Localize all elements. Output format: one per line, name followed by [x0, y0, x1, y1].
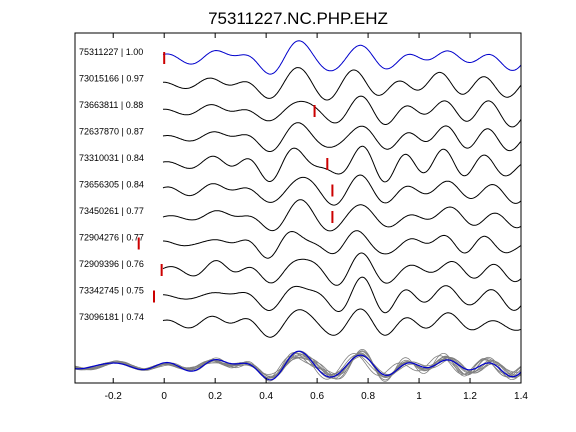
x-tick-label-0: -0.2: [105, 391, 123, 402]
picks-layer: [137, 52, 334, 303]
trace-line-10: [162, 308, 522, 338]
x-tick-label-8: 1.4: [514, 391, 528, 402]
chart-title: 75311227.NC.PHP.EHZ: [208, 9, 388, 28]
trace-line-7: [163, 230, 522, 259]
trace-line-5: [162, 174, 522, 206]
x-tick-label-7: 1.2: [463, 391, 477, 402]
trace-line-4: [162, 145, 522, 183]
trace-line-8: [162, 252, 522, 286]
x-tick-label-4: 0.6: [310, 391, 324, 402]
trace-label-5: 73656305 | 0.84: [79, 180, 144, 190]
trace-line-6: [162, 199, 522, 232]
trace-label-8: 72909396 | 0.76: [79, 259, 144, 269]
trace-label-4: 73310031 | 0.84: [79, 153, 144, 163]
trace-label-9: 73342745 | 0.75: [79, 286, 144, 296]
x-tick-label-1: 0: [161, 391, 167, 402]
trace-label-7: 72904276 | 0.77: [79, 233, 144, 243]
trace-label-6: 73450261 | 0.77: [79, 206, 144, 216]
trace-label-2: 73663811 | 0.88: [79, 100, 143, 110]
trace-line-2: [162, 95, 522, 128]
plot-frame: [74, 32, 522, 384]
trace-label-3: 72637870 | 0.87: [79, 127, 144, 137]
x-axis: -0.2 0 0.2 0.4 0.6 0.8 1 1.2 1.4: [105, 33, 528, 402]
x-tick-label-2: 0.2: [208, 391, 222, 402]
stack-layer: [74, 348, 522, 382]
trace-line-1: [163, 67, 522, 101]
trace-label-0: 75311227 | 1.00: [79, 47, 143, 57]
trace-label-1: 73015166 | 0.97: [79, 74, 144, 84]
trace-label-10: 73096181 | 0.74: [79, 312, 144, 322]
traces-layer: [162, 40, 522, 338]
trace-line-0: [162, 40, 522, 75]
trace-line-9: [162, 276, 522, 314]
labels-layer: 75311227 | 1.00 73015166 | 0.97 73663811 |…: [79, 47, 144, 322]
stack-line-9: [74, 348, 522, 381]
x-tick-label-6: 1: [416, 391, 422, 402]
x-tick-label-3: 0.4: [259, 391, 273, 402]
stack-line-0: [74, 350, 522, 381]
trace-line-3: [162, 122, 522, 152]
x-tick-label-5: 0.8: [361, 391, 375, 402]
